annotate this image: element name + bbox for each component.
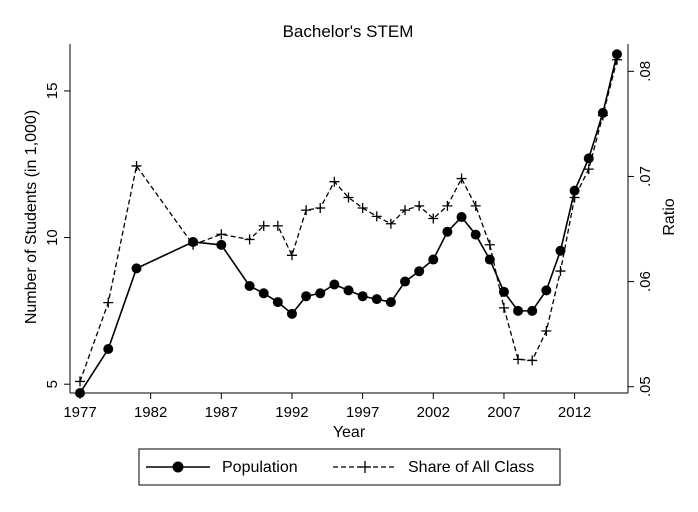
share-of-all-class-point: [428, 213, 439, 224]
axes: 1977 1982 1987 1992 1997 2002 2007 2012 5 10 15 .05…: [44, 44, 654, 421]
y2-tick-label: .07: [637, 166, 654, 187]
share-of-all-class-point: [371, 211, 382, 222]
y2-tick-label: .06: [637, 271, 654, 292]
share-of-all-class-point: [258, 220, 269, 231]
y-axis-label: Number of Students (in 1,000): [23, 110, 40, 324]
population-point: [414, 266, 425, 277]
legend-share-label: Share of All Class: [408, 459, 534, 476]
population-point: [428, 254, 439, 265]
x-tick-label: 1992: [275, 404, 308, 421]
share-of-all-class-point: [414, 200, 425, 211]
legend-population-marker: [172, 461, 184, 473]
population-point: [286, 308, 297, 319]
share-of-all-class-point: [527, 355, 538, 366]
legend-population-label: Population: [222, 459, 298, 476]
population-point: [301, 291, 312, 302]
population-point: [541, 285, 552, 296]
legend: Population Share of All Class: [138, 448, 561, 486]
population-point: [385, 297, 396, 308]
share-of-all-class-point: [456, 173, 467, 184]
share-of-all-class-point: [272, 220, 283, 231]
share-of-all-class-point: [286, 250, 297, 261]
population-point: [513, 305, 524, 316]
x-tick-label: 1987: [205, 404, 238, 421]
population-point: [456, 212, 467, 223]
y-tick-label: 15: [44, 83, 61, 100]
y-tick-label: 5: [44, 380, 61, 388]
population-point: [216, 239, 227, 250]
population-point: [612, 49, 622, 60]
share-of-all-class-point: [131, 160, 142, 171]
population-point: [343, 285, 354, 296]
population-point: [527, 305, 538, 316]
y2-tick-label: .05: [637, 376, 654, 397]
right-axis-label: Ratio: [661, 198, 678, 235]
share-of-all-class-point: [357, 202, 368, 213]
population-point: [244, 280, 255, 291]
share-of-all-class-point: [400, 205, 411, 216]
legend-share-marker: [359, 461, 371, 473]
share-of-all-class-point: [498, 302, 509, 313]
share-of-all-class-point: [103, 297, 114, 308]
share-of-all-class-point: [513, 354, 524, 365]
share-of-all-class-point: [484, 239, 495, 250]
population-point: [329, 279, 340, 290]
share-of-all-class-point: [315, 202, 326, 213]
share-of-all-class-line: [79, 59, 618, 382]
share-of-all-class-point: [216, 229, 227, 240]
population-point: [470, 229, 481, 240]
x-tick-label: 1997: [346, 404, 379, 421]
population-point: [583, 153, 594, 164]
population-point: [357, 291, 368, 302]
x-axis-label: Year: [333, 424, 366, 441]
y-tick-label: 10: [44, 229, 61, 246]
plot-area: [75, 49, 622, 398]
population-point: [498, 286, 509, 297]
x-tick-label: 2012: [558, 404, 591, 421]
population-point: [484, 254, 495, 265]
share-of-all-class-point: [555, 266, 566, 277]
share-of-all-class-point: [244, 234, 255, 245]
population-point: [315, 288, 326, 299]
population-point: [131, 263, 142, 274]
x-tick-label: 2007: [487, 404, 520, 421]
population-point: [371, 294, 382, 305]
population-point: [103, 344, 114, 355]
share-of-all-class-point: [343, 192, 354, 203]
population-point: [258, 288, 269, 299]
population-point: [569, 185, 580, 196]
population-point: [272, 297, 283, 308]
x-tick-label: 1977: [63, 404, 96, 421]
population-point: [555, 245, 566, 256]
population-point: [442, 226, 453, 237]
share-of-all-class-point: [75, 376, 85, 387]
share-of-all-class-point: [385, 218, 396, 229]
share-of-all-class-point: [329, 176, 340, 187]
share-of-all-class-point: [541, 325, 552, 336]
y2-tick-label: .08: [637, 61, 654, 82]
share-of-all-class-point: [470, 200, 481, 211]
population-point: [75, 388, 85, 398]
share-of-all-class-point: [442, 200, 453, 211]
population-point: [597, 107, 608, 118]
population-line: [79, 54, 618, 394]
population-point: [400, 276, 411, 287]
x-tick-label: 1982: [134, 404, 167, 421]
share-of-all-class-point: [583, 164, 594, 175]
chart-title: Bachelor's STEM: [283, 22, 414, 41]
x-tick-label: 2002: [417, 404, 450, 421]
population-point: [188, 236, 199, 247]
share-of-all-class-point: [301, 205, 312, 216]
